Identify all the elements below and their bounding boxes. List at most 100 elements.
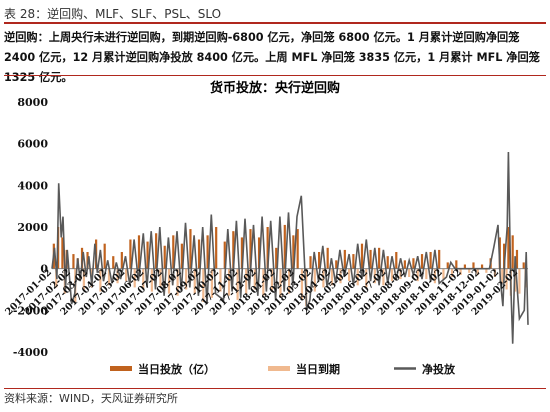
maturity-bar — [270, 268, 274, 292]
maturity-bar — [150, 268, 153, 292]
maturity-bar — [425, 268, 428, 280]
injection-bar — [515, 249, 519, 269]
maturity-bar — [459, 268, 462, 275]
maturity-bar — [116, 268, 119, 284]
maturity-bar — [433, 268, 436, 284]
maturity-bar — [382, 268, 385, 286]
maturity-bar — [227, 268, 231, 296]
legend-label: 当日到期 — [296, 362, 340, 376]
maturity-bar — [125, 268, 128, 282]
injection-bar — [378, 247, 381, 269]
legend: 当日投放（亿） 当日到期 净投放 — [110, 362, 456, 376]
divider — [4, 75, 546, 76]
maturity-bar — [399, 268, 402, 280]
maturity-bar — [322, 268, 325, 288]
maturity-bar — [300, 268, 304, 300]
injection-bar — [463, 264, 467, 269]
injection-bar — [72, 254, 75, 269]
maturity-bar — [210, 268, 213, 298]
maturity-bar — [99, 268, 102, 292]
maturity-bar — [193, 268, 196, 294]
injection-bar — [317, 252, 321, 269]
maturity-bar — [501, 268, 504, 284]
injection-bar — [249, 229, 252, 269]
injection-bar — [146, 241, 149, 269]
y-tick-label: 4000 — [17, 179, 48, 192]
chart-title: 货币投放：央行逆回购 — [210, 80, 340, 96]
injection-bar — [197, 239, 201, 269]
maturity-bar — [330, 268, 334, 286]
maturity-bar — [468, 268, 471, 273]
y-tick-label: 8000 — [17, 96, 48, 109]
maturity-bar — [236, 268, 239, 300]
injection-bar — [511, 235, 514, 269]
maturity-bar — [202, 268, 205, 302]
injection-bar — [103, 243, 106, 269]
source-divider — [4, 388, 546, 389]
source-note: 资料来源：WIND，天风证券研究所 — [4, 392, 178, 405]
legend-label: 当日投放（亿） — [138, 362, 215, 376]
legend-swatch — [268, 366, 290, 371]
y-tick-label: -2000 — [13, 304, 49, 317]
x-axis: 2017-01-022017-02-022017-03-022017-04-02… — [3, 267, 520, 318]
maturity-bar — [518, 268, 521, 294]
y-tick-label: -4000 — [13, 346, 49, 359]
maturity-bar — [390, 268, 394, 282]
maturity-bar — [185, 268, 188, 290]
maturity-bar — [339, 268, 342, 284]
maturity-bar — [365, 268, 368, 288]
injection-bar — [395, 252, 398, 269]
maturity-bar — [107, 268, 111, 286]
injection-bar — [257, 237, 261, 269]
maturity-bar — [450, 268, 454, 277]
maturity-bar — [245, 268, 248, 294]
injection-bar — [369, 249, 372, 269]
injection-bar — [455, 260, 458, 269]
injection-bar — [412, 258, 415, 269]
injection-bar — [292, 235, 295, 269]
maturity-bar — [167, 268, 171, 294]
maturity-bar — [476, 268, 479, 275]
maturity-bar — [416, 268, 419, 282]
maturity-bar — [408, 268, 411, 277]
injection-bar — [215, 227, 218, 269]
maturity-bar — [176, 268, 179, 296]
injection-bar — [507, 227, 510, 269]
maturity-bar — [348, 268, 351, 282]
injection-bar — [206, 235, 209, 269]
maturity-bar — [493, 268, 497, 277]
y-tick-label: 0 — [40, 263, 48, 276]
injection-bar — [386, 256, 389, 269]
injection-bar — [326, 247, 329, 269]
injection-bar — [309, 256, 312, 269]
injection-bar — [112, 256, 115, 269]
maturity-bar — [287, 268, 291, 294]
injection-bar — [283, 224, 286, 269]
injection-bar — [420, 254, 424, 269]
y-axis: -4000 -2000 0 2000 4000 6000 8000 — [13, 96, 49, 359]
injection-bar — [180, 243, 183, 269]
injection-bar — [429, 252, 432, 269]
injection-bar — [522, 262, 525, 269]
legend-label: 净投放 — [422, 362, 456, 376]
injection-bar — [480, 264, 484, 269]
net-injection-line — [51, 151, 529, 344]
maturity-bar — [219, 268, 222, 292]
legend-swatch — [110, 366, 132, 371]
injection-bar — [360, 243, 364, 269]
injection-bar — [343, 249, 346, 269]
injection-bar — [172, 235, 175, 269]
y-tick-label: 6000 — [17, 138, 48, 151]
injection-bar — [352, 254, 355, 269]
maturity-bar — [262, 268, 265, 296]
maturity-bar — [356, 268, 359, 286]
maturity-bar — [82, 268, 85, 290]
injection-bar — [335, 260, 338, 269]
maturity-bar — [279, 268, 282, 298]
injection-bar — [155, 233, 158, 269]
injection-bar — [120, 252, 123, 269]
injection-bar — [137, 235, 141, 269]
injection-bar — [438, 249, 441, 269]
injection-bar — [189, 229, 192, 269]
